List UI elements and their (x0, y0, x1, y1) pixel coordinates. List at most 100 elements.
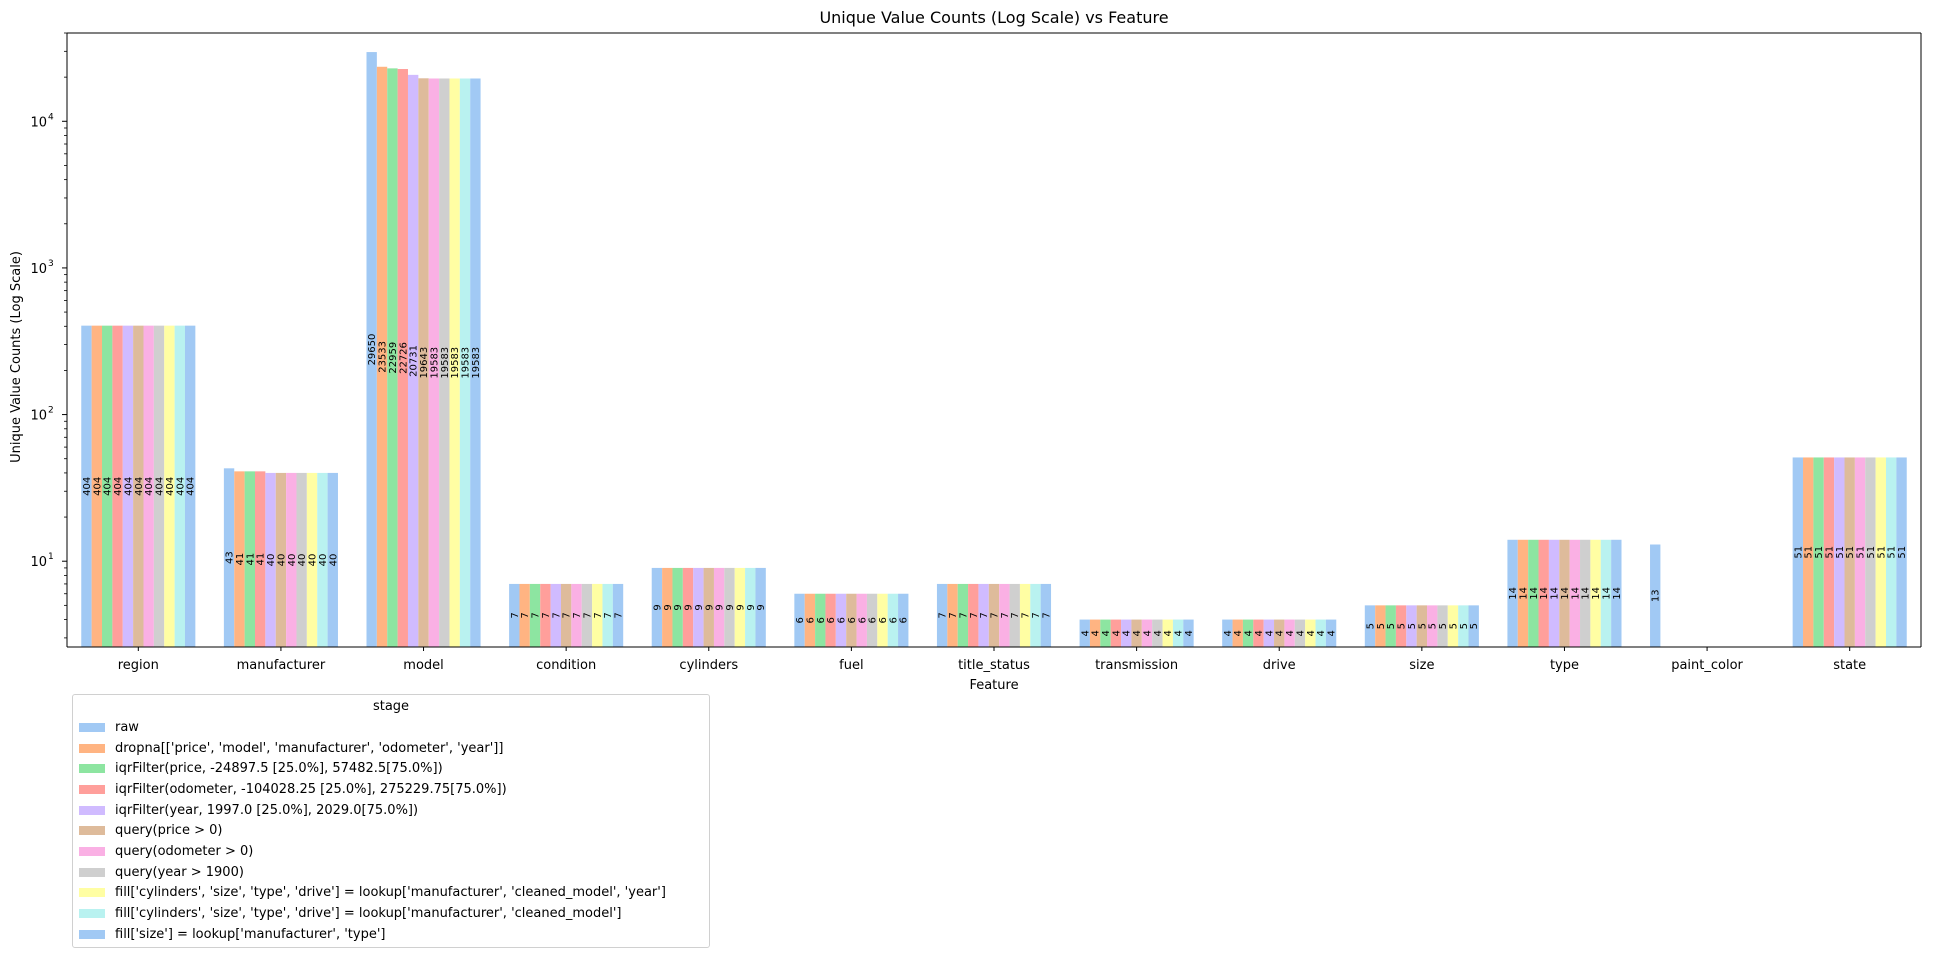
bar-fuel-2 (815, 593, 826, 647)
bar-label: 7 (948, 612, 959, 618)
bar-condition-5 (560, 583, 572, 647)
bar-manufacturer-4 (265, 472, 276, 647)
bar-type-3 (1538, 539, 1549, 647)
bar-manufacturer-6 (286, 472, 297, 647)
bar-model-0 (366, 52, 377, 647)
bar-region-10 (184, 325, 196, 647)
bar-label: 4 (1327, 630, 1338, 636)
bar-size-1 (1375, 605, 1386, 647)
bar-label: 40 (276, 554, 287, 567)
legend-item: query(odometer > 0) (73, 841, 709, 862)
bar-label: 40 (328, 554, 339, 567)
bar-label: 19583 (450, 347, 461, 379)
bar-label: 4 (1316, 630, 1327, 636)
bar-size-4 (1406, 605, 1417, 647)
bar-size-5 (1416, 605, 1428, 647)
bar-label: 9 (673, 604, 684, 610)
bar-label: 4 (1285, 630, 1296, 636)
bar-label: 4 (1233, 630, 1244, 636)
bar-type-5 (1559, 539, 1570, 647)
bar-transmission-5 (1131, 619, 1142, 647)
y-tick-exponent: 2 (48, 406, 54, 416)
bar-label: 7 (614, 612, 625, 618)
bar-paint_color-0 (1650, 544, 1661, 647)
bar-label: 14 (1539, 587, 1550, 600)
bar-type-9 (1600, 539, 1612, 647)
bar-label: 9 (684, 604, 695, 610)
bar-transmission-9 (1172, 619, 1184, 647)
bar-state-1 (1803, 457, 1814, 647)
bars-layer (81, 52, 1907, 648)
bar-label: 6 (888, 617, 899, 623)
bar-label: 4 (1142, 630, 1153, 636)
bar-label: 51 (1793, 546, 1804, 559)
bar-label: 7 (593, 612, 604, 618)
bar-label: 4 (1101, 630, 1112, 636)
bar-state-5 (1844, 457, 1855, 647)
bar-label: 5 (1397, 623, 1408, 629)
bar-label: 4 (1080, 630, 1091, 636)
bar-type-8 (1590, 539, 1601, 647)
bar-label: 6 (826, 617, 837, 623)
bar-transmission-10 (1183, 619, 1194, 647)
bar-label: 404 (123, 477, 134, 496)
bar-label: 13 (1651, 589, 1662, 602)
bar-transmission-3 (1110, 619, 1122, 647)
bar-drive-10 (1325, 619, 1337, 647)
x-tick-label: paint_color (1671, 658, 1743, 673)
x-axis-label: Feature (969, 678, 1018, 693)
axes-layer: region manufacturer model condition cylinder… (30, 32, 1922, 673)
bar-condition-0 (509, 583, 520, 647)
bar-label: 7 (1010, 612, 1021, 618)
bar-label: 404 (92, 477, 103, 496)
x-tick-label: model (403, 658, 443, 673)
bar-label: 19583 (471, 347, 482, 379)
bar-label: 51 (1876, 546, 1887, 559)
bar-region-3 (112, 325, 123, 647)
bar-label: 5 (1469, 623, 1480, 629)
bar-condition-10 (612, 583, 624, 647)
bar-label: 404 (103, 477, 114, 496)
bar-label: 40 (308, 554, 319, 567)
bar-label: 7 (541, 612, 552, 618)
bar-label: 6 (878, 617, 889, 623)
bar-label: 9 (756, 604, 767, 610)
bar-state-7 (1865, 457, 1876, 647)
bar-size-10 (1468, 605, 1479, 647)
bar-label: 6 (857, 617, 868, 623)
bar-cylinders-4 (693, 567, 704, 647)
chart-title: Unique Value Counts (Log Scale) vs Featu… (819, 8, 1168, 27)
bar-state-8 (1875, 457, 1886, 647)
bar-title_status-5 (988, 583, 1000, 647)
bar-title_status-8 (1019, 583, 1031, 647)
bar-label: 4 (1244, 630, 1255, 636)
bar-label: 19583 (429, 347, 440, 379)
bar-transmission-8 (1162, 619, 1173, 647)
bar-label: 7 (572, 612, 583, 618)
bar-label: 5 (1459, 623, 1470, 629)
legend-item: iqrFilter(odometer, -104028.25 [25.0%], … (73, 779, 709, 800)
bar-cylinders-1 (662, 567, 673, 647)
bar-label: 7 (1041, 612, 1052, 618)
bar-label: 51 (1866, 546, 1877, 559)
bar-label: 51 (1887, 546, 1898, 559)
bar-label: 9 (715, 604, 726, 610)
x-tick-label: condition (536, 658, 596, 673)
bar-label: 404 (82, 477, 93, 496)
legend-item: query(year > 1900) (73, 862, 709, 883)
bar-fuel-10 (898, 593, 909, 647)
bar-title_status-3 (968, 583, 979, 647)
legend-swatch (79, 929, 105, 939)
legend-swatch (79, 909, 105, 919)
bar-manufacturer-3 (254, 471, 266, 647)
bar-model-3 (397, 69, 408, 647)
legend-swatch (79, 826, 105, 836)
bar-label: 40 (287, 554, 298, 567)
y-tick-label: 10 (30, 409, 47, 424)
bar-label: 14 (1508, 587, 1519, 600)
bar-title_status-2 (957, 583, 969, 647)
bar-label: 4 (1132, 630, 1143, 636)
bar-cylinders-10 (755, 567, 766, 647)
bar-cylinders-3 (682, 567, 694, 647)
bar-manufacturer-9 (317, 472, 328, 647)
